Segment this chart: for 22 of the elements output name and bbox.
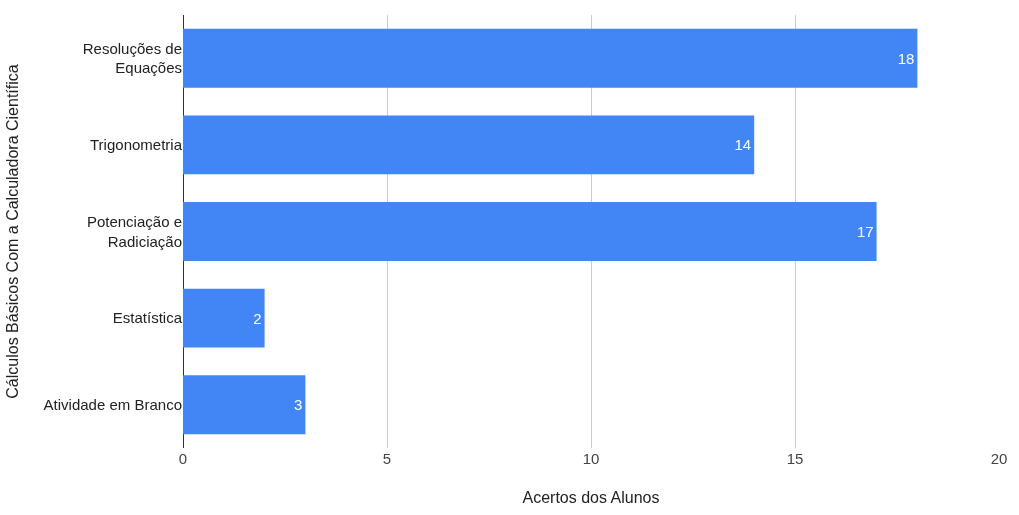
data-label: 18: [897, 49, 915, 67]
x-tick-label: 5: [382, 450, 392, 467]
bar: [183, 28, 918, 88]
data-label: 17: [856, 223, 874, 240]
bar: [183, 375, 306, 435]
data-label: 14: [734, 136, 752, 154]
data-label: 2: [253, 309, 262, 327]
y-tick-label: Potenciação e Radiciação: [86, 213, 182, 250]
bar: [183, 115, 755, 175]
x-tick-label: 0: [178, 450, 188, 467]
y-tick-label: Trigonometria: [90, 136, 183, 154]
data-label: 3: [294, 396, 303, 414]
y-tick-label: Atividade em Branco: [43, 395, 182, 413]
bar: [183, 288, 265, 348]
y-tick-label: Estatística: [112, 309, 183, 327]
x-axis-title: Acertos dos Alunos: [522, 488, 660, 506]
bar: [183, 202, 877, 261]
y-axis-title: Cálculos Básicos Com a Calculadora Científica: [4, 64, 22, 399]
y-tick-label: Resoluções de Equações: [82, 39, 182, 77]
x-tick-label: 15: [786, 450, 804, 467]
x-tick-label: 10: [582, 450, 600, 467]
x-tick-label: 20: [990, 450, 1008, 467]
